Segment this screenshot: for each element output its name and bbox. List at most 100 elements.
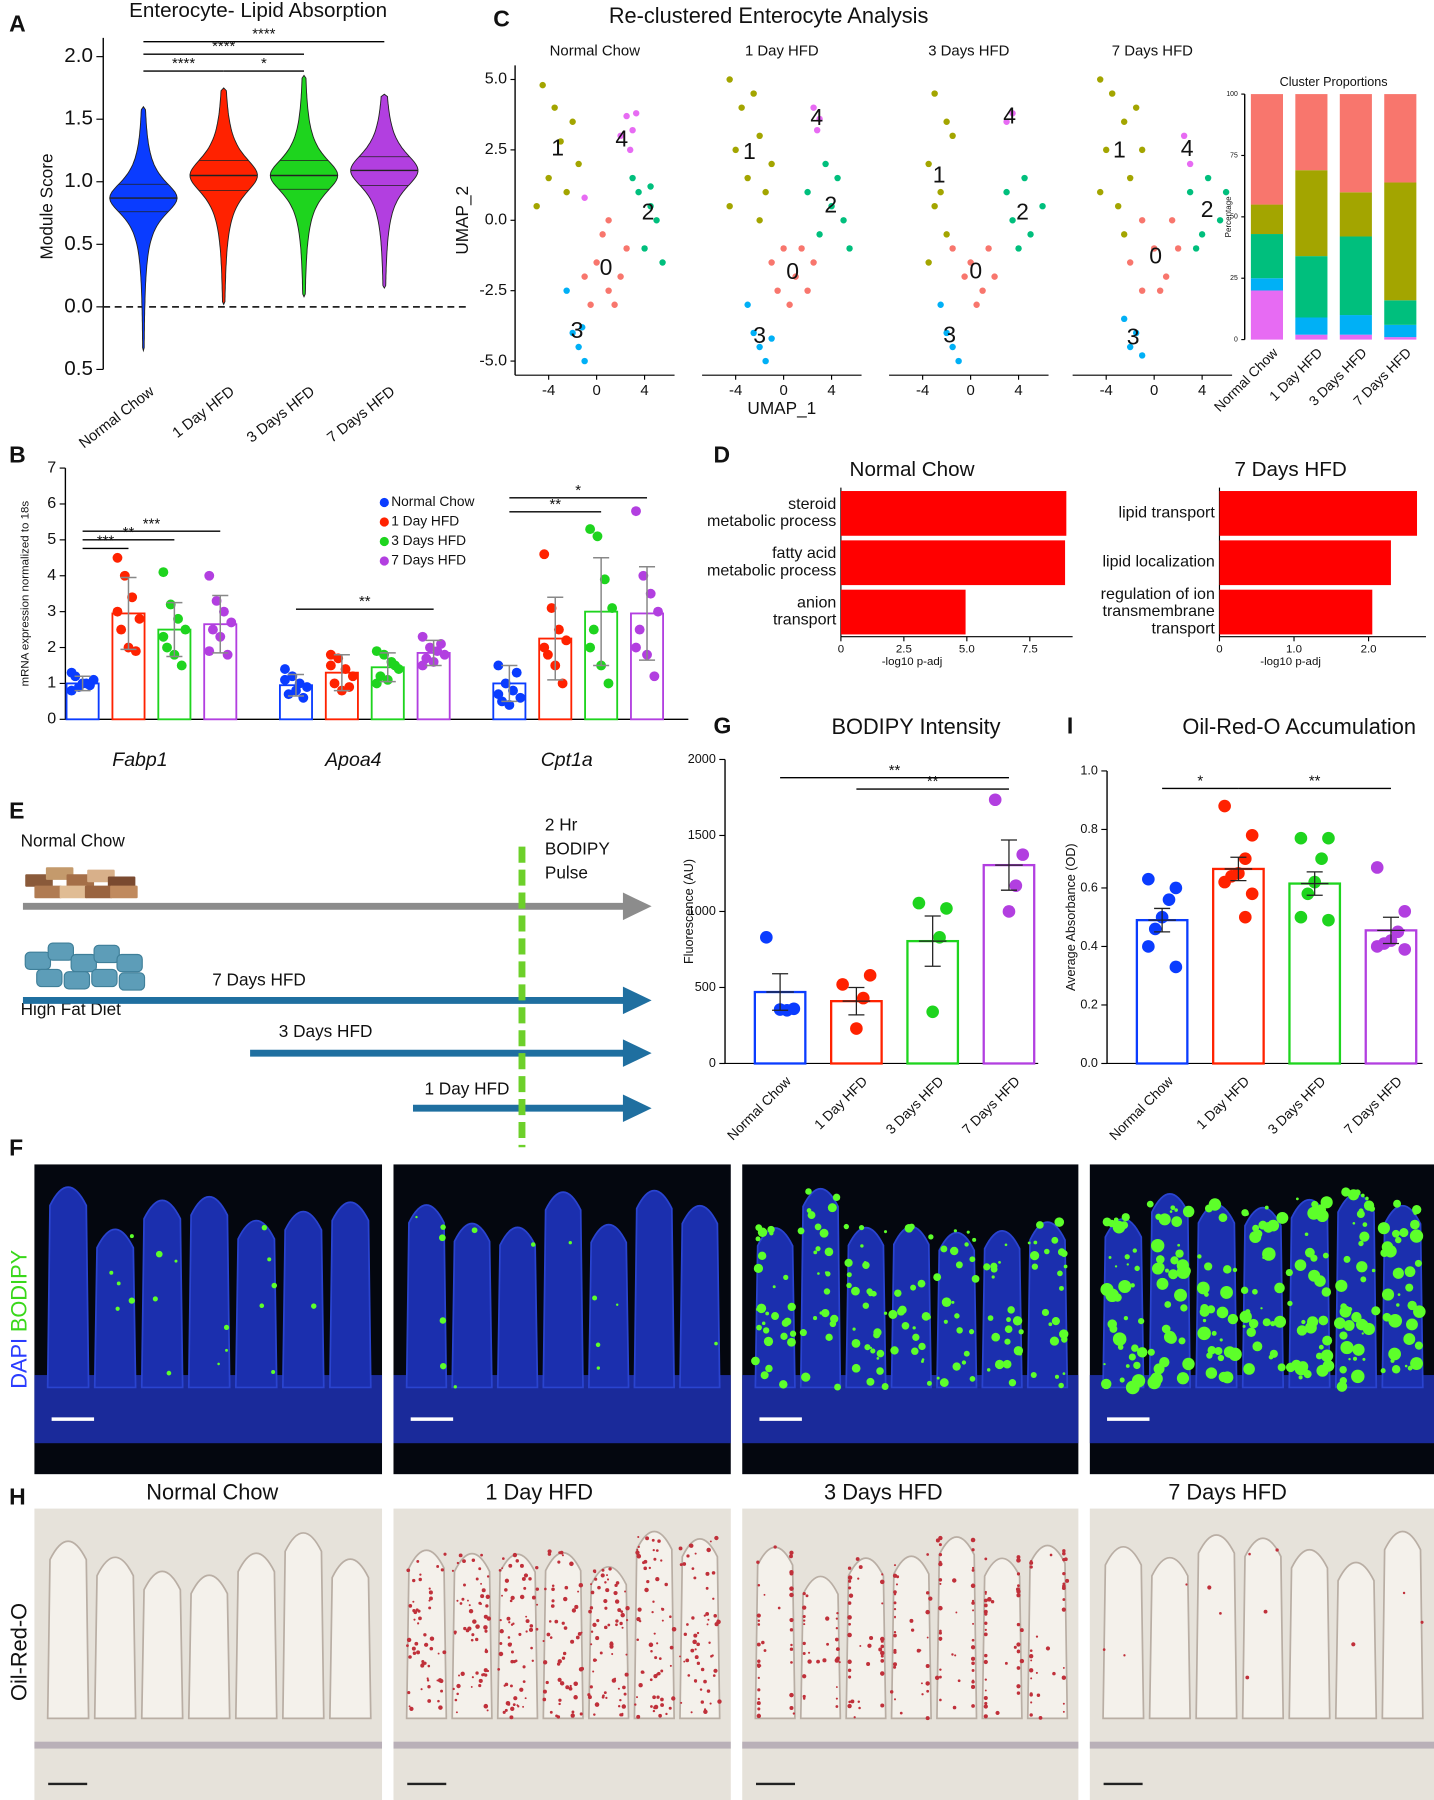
- lipid-stain: [652, 1600, 655, 1603]
- data-point: [546, 603, 557, 613]
- scatter-point: [732, 146, 739, 154]
- data-point: [226, 617, 237, 628]
- data-point: [553, 624, 564, 635]
- lipid-stain: [518, 1632, 522, 1636]
- lipid-stain: [757, 1707, 761, 1711]
- y-tick-label: 6: [47, 494, 56, 512]
- villus: [281, 1532, 325, 1720]
- villus: [405, 1204, 448, 1389]
- lipid-stain: [429, 1636, 435, 1641]
- lipid-stain: [542, 1689, 547, 1694]
- x-tick-label: 7.5: [1022, 643, 1038, 655]
- panel-letter: H: [9, 1483, 26, 1509]
- lipid-stain: [703, 1679, 707, 1684]
- lipid-stain: [716, 1619, 719, 1622]
- lipid-stain: [671, 1626, 677, 1632]
- lipid-stain: [440, 1689, 443, 1693]
- lipid-droplet: [926, 1314, 931, 1320]
- x-tick-label: 4: [1014, 383, 1022, 399]
- y-tick-label: 0.4: [1080, 939, 1098, 953]
- pulse-label: BODIPY: [545, 839, 610, 859]
- lipid-stain: [615, 1623, 618, 1627]
- legend-label: 1 Day HFD: [391, 514, 459, 529]
- y-tick-label: 5: [47, 530, 56, 548]
- villus: [679, 1205, 721, 1389]
- villus: [588, 1224, 630, 1389]
- lipid-droplet: [174, 1259, 178, 1263]
- lipid-stain: [485, 1594, 491, 1600]
- x-tick-label: Cpt1a: [541, 749, 593, 771]
- data-point: [371, 646, 382, 657]
- lipid-stain: [880, 1644, 885, 1649]
- lipid-stain: [561, 1656, 566, 1660]
- lipid-stain: [549, 1710, 553, 1714]
- lipid-stain: [508, 1563, 513, 1568]
- lipid-droplet: [1322, 1335, 1333, 1346]
- lipid-droplet: [1352, 1343, 1365, 1356]
- villus: [981, 1557, 1023, 1720]
- significance-label: ****: [252, 27, 275, 43]
- lipid-stain: [1038, 1716, 1043, 1720]
- lipid-stain: [692, 1639, 697, 1645]
- lipid-stain: [984, 1689, 987, 1692]
- scatter-point: [1114, 202, 1122, 210]
- lipid-stain: [559, 1681, 565, 1686]
- lipid-droplet: [760, 1371, 769, 1380]
- error-bar: [593, 557, 610, 667]
- lipid-stain: [971, 1601, 975, 1605]
- error-bar: [120, 576, 137, 651]
- scatter-point: [810, 104, 817, 111]
- villus: [329, 1201, 372, 1389]
- violin-body: [350, 93, 419, 290]
- lipid-droplet: [814, 1223, 822, 1231]
- scatter-point: [1003, 118, 1010, 125]
- lipid-stain: [983, 1714, 988, 1719]
- scatter-point: [551, 104, 558, 111]
- lipid-stain: [711, 1571, 716, 1575]
- x-tick-label: 2.0: [1361, 643, 1377, 655]
- villus: [1334, 1561, 1378, 1720]
- x-tick-label: 0: [1150, 383, 1158, 399]
- x-tick-label: -4: [916, 383, 929, 399]
- data-point: [116, 624, 127, 635]
- food-pellet: [84, 885, 113, 899]
- x-tick-label: 0: [1216, 643, 1222, 655]
- lipid-stain: [707, 1618, 710, 1621]
- y-tick-label: 1: [47, 674, 56, 692]
- x-tick-label: 1 Day HFD: [812, 1074, 871, 1133]
- lipid-stain: [757, 1659, 761, 1663]
- lipid-stain: [535, 1627, 539, 1631]
- lipid-droplet: [783, 1274, 789, 1281]
- lipid-droplet: [1404, 1364, 1408, 1368]
- lipid-droplet: [1002, 1359, 1012, 1369]
- scatter-point: [1180, 132, 1188, 140]
- scatter-point: [949, 245, 956, 252]
- category-label-line: lipid transport: [1119, 504, 1216, 522]
- lipid-stain: [869, 1635, 874, 1641]
- scatter-point: [1120, 231, 1128, 238]
- lipid-droplet: [1044, 1248, 1050, 1255]
- lipid-droplet: [1403, 1333, 1416, 1345]
- category-label: anion transport: [773, 594, 837, 629]
- scatter-point: [798, 245, 805, 252]
- lipid-droplet: [1169, 1210, 1173, 1213]
- scatter-point: [1126, 343, 1134, 351]
- villus: [754, 1546, 796, 1720]
- data-point: [325, 660, 336, 671]
- lipid-stain: [505, 1700, 511, 1706]
- lipid-droplet: [1414, 1259, 1422, 1267]
- lipid-stain: [565, 1685, 570, 1690]
- lipid-stain: [512, 1703, 516, 1707]
- lipid-droplet: [1397, 1293, 1401, 1297]
- lipid-stain: [637, 1607, 642, 1612]
- lipid-droplet: [1206, 1352, 1213, 1359]
- lipid-stain: [578, 1582, 584, 1588]
- lipid-stain: [938, 1561, 943, 1567]
- scatter-point: [973, 301, 980, 308]
- stain-label: DAPI BODIPY: [6, 1249, 31, 1388]
- lipid-droplet: [1252, 1288, 1258, 1295]
- lipid-stain: [926, 1636, 929, 1639]
- lipid-stain: [971, 1669, 975, 1672]
- lipid-stain: [577, 1590, 580, 1593]
